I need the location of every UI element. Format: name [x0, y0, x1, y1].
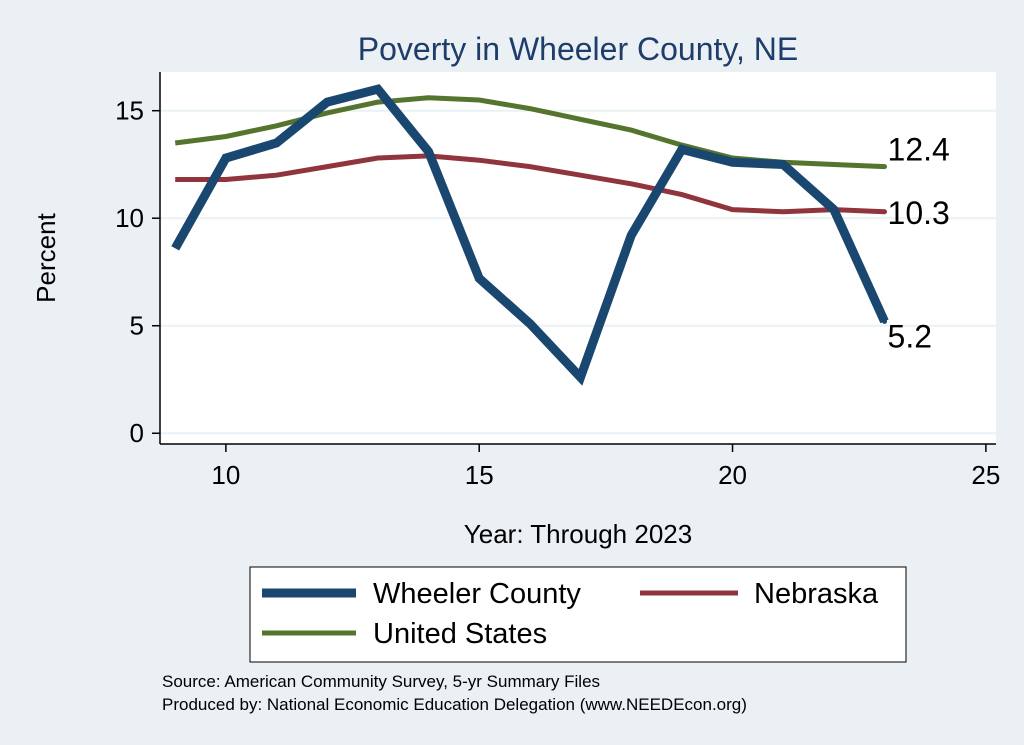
end-label-nebraska: 10.3 [888, 195, 950, 231]
legend-box [249, 566, 907, 663]
series-lines [171, 84, 889, 386]
chart-title: Poverty in Wheeler County, NE [358, 31, 798, 67]
legend: Wheeler County Nebraska United States [249, 566, 907, 663]
y-tick-label-15: 15 [115, 96, 144, 126]
grid-lines [160, 109, 996, 435]
y-tick-label-10: 10 [115, 203, 144, 233]
end-label-wheeler-county: 5.2 [888, 318, 932, 354]
y-axis-title: Percent [31, 212, 61, 302]
legend-label-nebraska: Nebraska [754, 578, 879, 610]
series-line-nebraska [175, 153, 885, 215]
x-tick-label-25: 25 [971, 460, 1000, 490]
y-tick-label-5: 5 [130, 311, 144, 341]
axes: 0 5 10 15 10 15 20 25 [115, 72, 1000, 490]
end-point-united-states [882, 164, 888, 170]
x-tick-label-10: 10 [211, 460, 240, 490]
end-label-united-states: 12.4 [888, 132, 950, 168]
x-axis-title: Year: Through 2023 [464, 519, 692, 549]
x-tick-label-20: 20 [718, 460, 747, 490]
plot-area [160, 72, 996, 444]
produced-by-note: Produced by: National Economic Education… [162, 695, 747, 714]
source-note: Source: American Community Survey, 5-yr … [162, 672, 600, 691]
end-point-nebraska [882, 209, 888, 215]
legend-label-united-states: United States [373, 618, 547, 650]
legend-label-wheeler-county: Wheeler County [373, 578, 581, 610]
series-line-wheeler-county [171, 84, 889, 386]
y-tick-label-0: 0 [130, 418, 144, 448]
x-tick-label-15: 15 [465, 460, 494, 490]
end-labels: 5.2 10.3 12.4 [882, 132, 950, 354]
end-point-wheeler-county [882, 318, 888, 324]
